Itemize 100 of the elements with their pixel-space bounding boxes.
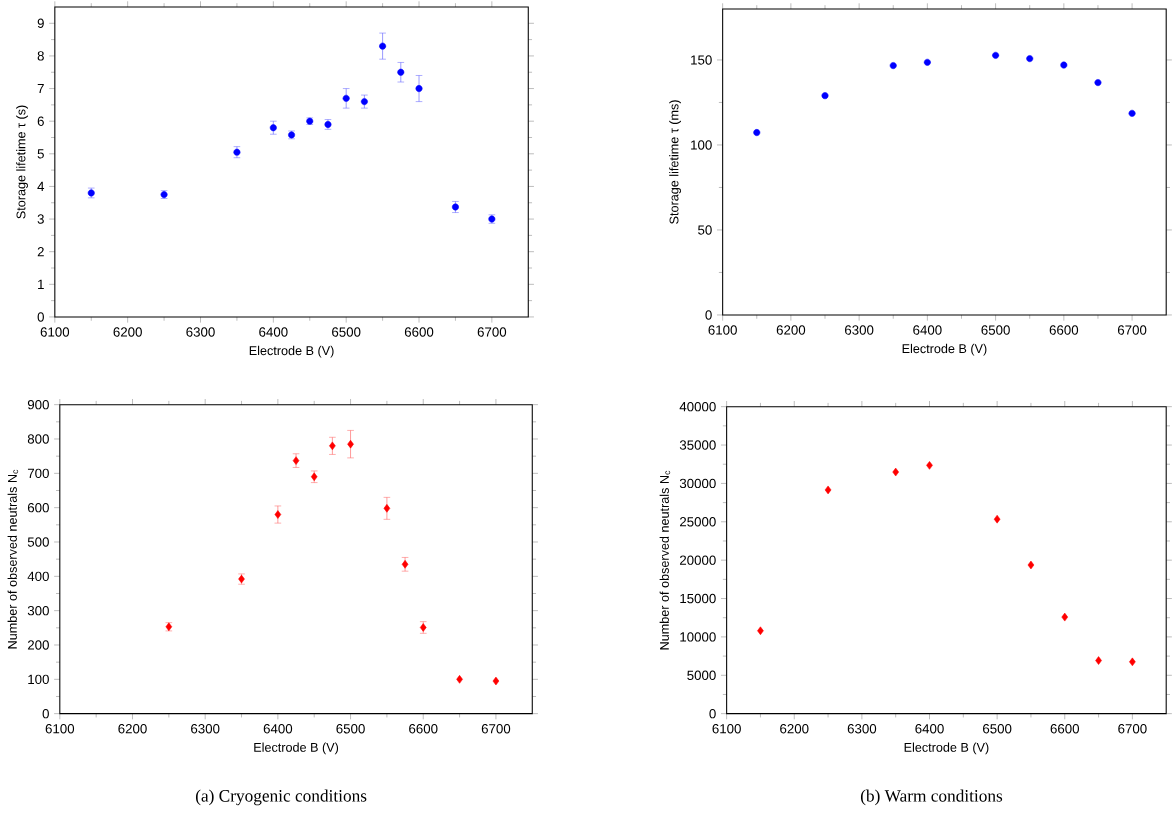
x-tick-label: 6200 [113, 327, 142, 337]
y-tick-label: 4 [37, 181, 45, 191]
x-tick-label: 6700 [481, 723, 511, 734]
x-tick-label: 6600 [404, 327, 434, 337]
x-tick-label: 6600 [1049, 325, 1079, 335]
point [360, 98, 368, 105]
x-tick-label: 6500 [332, 327, 361, 337]
y-tick-label: 5000 [687, 670, 716, 680]
y-tick-label: 15000 [680, 593, 716, 604]
x-tick-label: 6400 [915, 723, 944, 734]
y-axis-title: Number of observed neutrals N$_{c}$ [7, 469, 19, 649]
y-tick-label: 50 [698, 225, 712, 235]
point [292, 456, 300, 465]
y-tick-label: 700 [27, 468, 49, 478]
y-tick-label: 9 [37, 18, 44, 28]
text: (a) Cryogenic conditions [195, 789, 367, 806]
x-tick-label: 6300 [191, 723, 220, 734]
point [993, 514, 1001, 524]
y-tick-label: 300 [27, 605, 49, 616]
x-tick-label: 6400 [913, 325, 942, 335]
x-tick-label: 6300 [845, 325, 874, 335]
y-tick-label: 0 [709, 708, 716, 719]
y-tick-label: 0 [42, 708, 49, 719]
x-axis-title: Electrode B (V) [902, 343, 987, 356]
y-axis-title: Storage lifetime τ (ms) [669, 100, 681, 224]
x-tick-label: 6500 [981, 325, 1010, 335]
x-tick-label: 6700 [477, 327, 507, 337]
y-tick-label: 500 [27, 537, 49, 547]
y-tick-label: 100 [691, 140, 712, 150]
y-tick-label: 3 [37, 214, 44, 224]
point [1095, 656, 1102, 665]
y-tick-label: 20000 [679, 555, 716, 565]
y-tick-label: 6 [37, 116, 44, 126]
x-tick-label: 6500 [983, 723, 1012, 734]
point [492, 676, 500, 686]
y-tick-label: 100 [28, 674, 49, 684]
point [1061, 612, 1069, 622]
point [1094, 78, 1102, 86]
point [753, 128, 761, 136]
point [1026, 55, 1034, 62]
x-tick-label: 6400 [259, 327, 288, 337]
x-tick-label: 6100 [712, 723, 741, 734]
y-tick-label: 25000 [679, 516, 716, 527]
point [926, 460, 933, 470]
point [401, 559, 409, 569]
y-tick-label: 0 [705, 310, 712, 320]
point [456, 674, 463, 684]
x-tick-label: 6400 [263, 723, 293, 734]
x-tick-label: 6700 [1118, 723, 1147, 734]
y-tick-label: 400 [27, 571, 49, 581]
x-tick-label: 6200 [780, 723, 809, 734]
x-tick-label: 6600 [1050, 723, 1080, 734]
point [1129, 657, 1136, 666]
x-tick-label: 6100 [45, 723, 75, 734]
point [269, 124, 277, 132]
y-tick-label: 900 [27, 399, 49, 410]
point [892, 467, 899, 477]
point [451, 203, 459, 211]
y-tick-label: 0 [37, 312, 44, 322]
point [274, 510, 282, 519]
point [397, 68, 405, 76]
x-axis-title: Electrode B (V) [904, 742, 989, 755]
y-tick-label: 800 [27, 434, 49, 444]
point [1128, 109, 1136, 117]
x-axis-title: Electrode B (V) [254, 742, 339, 755]
point [383, 503, 391, 513]
y-tick-label: 35000 [679, 440, 716, 450]
x-tick-label: 6300 [186, 327, 215, 337]
x-tick-label: 6500 [336, 723, 365, 734]
y-axis-title: Number of observed neutrals N$_{c}$ [659, 470, 671, 650]
y-tick-label: 2 [37, 246, 44, 257]
point [379, 42, 387, 50]
y-tick-label: 40000 [679, 401, 716, 412]
x-tick-label: 6100 [708, 325, 737, 335]
point [342, 94, 350, 102]
y-tick-label: 1 [38, 279, 44, 289]
y-tick-label: 8 [37, 51, 44, 61]
y-axis-title: Storage lifetime τ (s) [16, 105, 28, 219]
x-tick-label: 6100 [40, 327, 70, 337]
point [415, 84, 423, 92]
y-tick-label: 200 [27, 640, 49, 650]
point [1027, 560, 1035, 570]
point [329, 441, 336, 450]
point [821, 92, 829, 99]
y-tick-label: 7 [37, 83, 44, 93]
point [347, 439, 354, 449]
x-tick-label: 6200 [118, 723, 147, 734]
point [992, 51, 1000, 59]
y-tick-label: 10000 [680, 632, 716, 642]
text: (b) Warm conditions [860, 789, 1003, 806]
x-axis-title: Electrode B (V) [249, 345, 334, 358]
x-tick-label: 6600 [409, 723, 438, 734]
point [824, 485, 832, 495]
y-tick-label: 600 [27, 502, 49, 513]
point [889, 61, 897, 69]
point [923, 58, 931, 66]
x-tick-label: 6200 [776, 325, 806, 335]
y-tick-label: 150 [691, 55, 712, 65]
x-tick-label: 6300 [847, 723, 877, 734]
y-tick-label: 5 [37, 149, 44, 159]
